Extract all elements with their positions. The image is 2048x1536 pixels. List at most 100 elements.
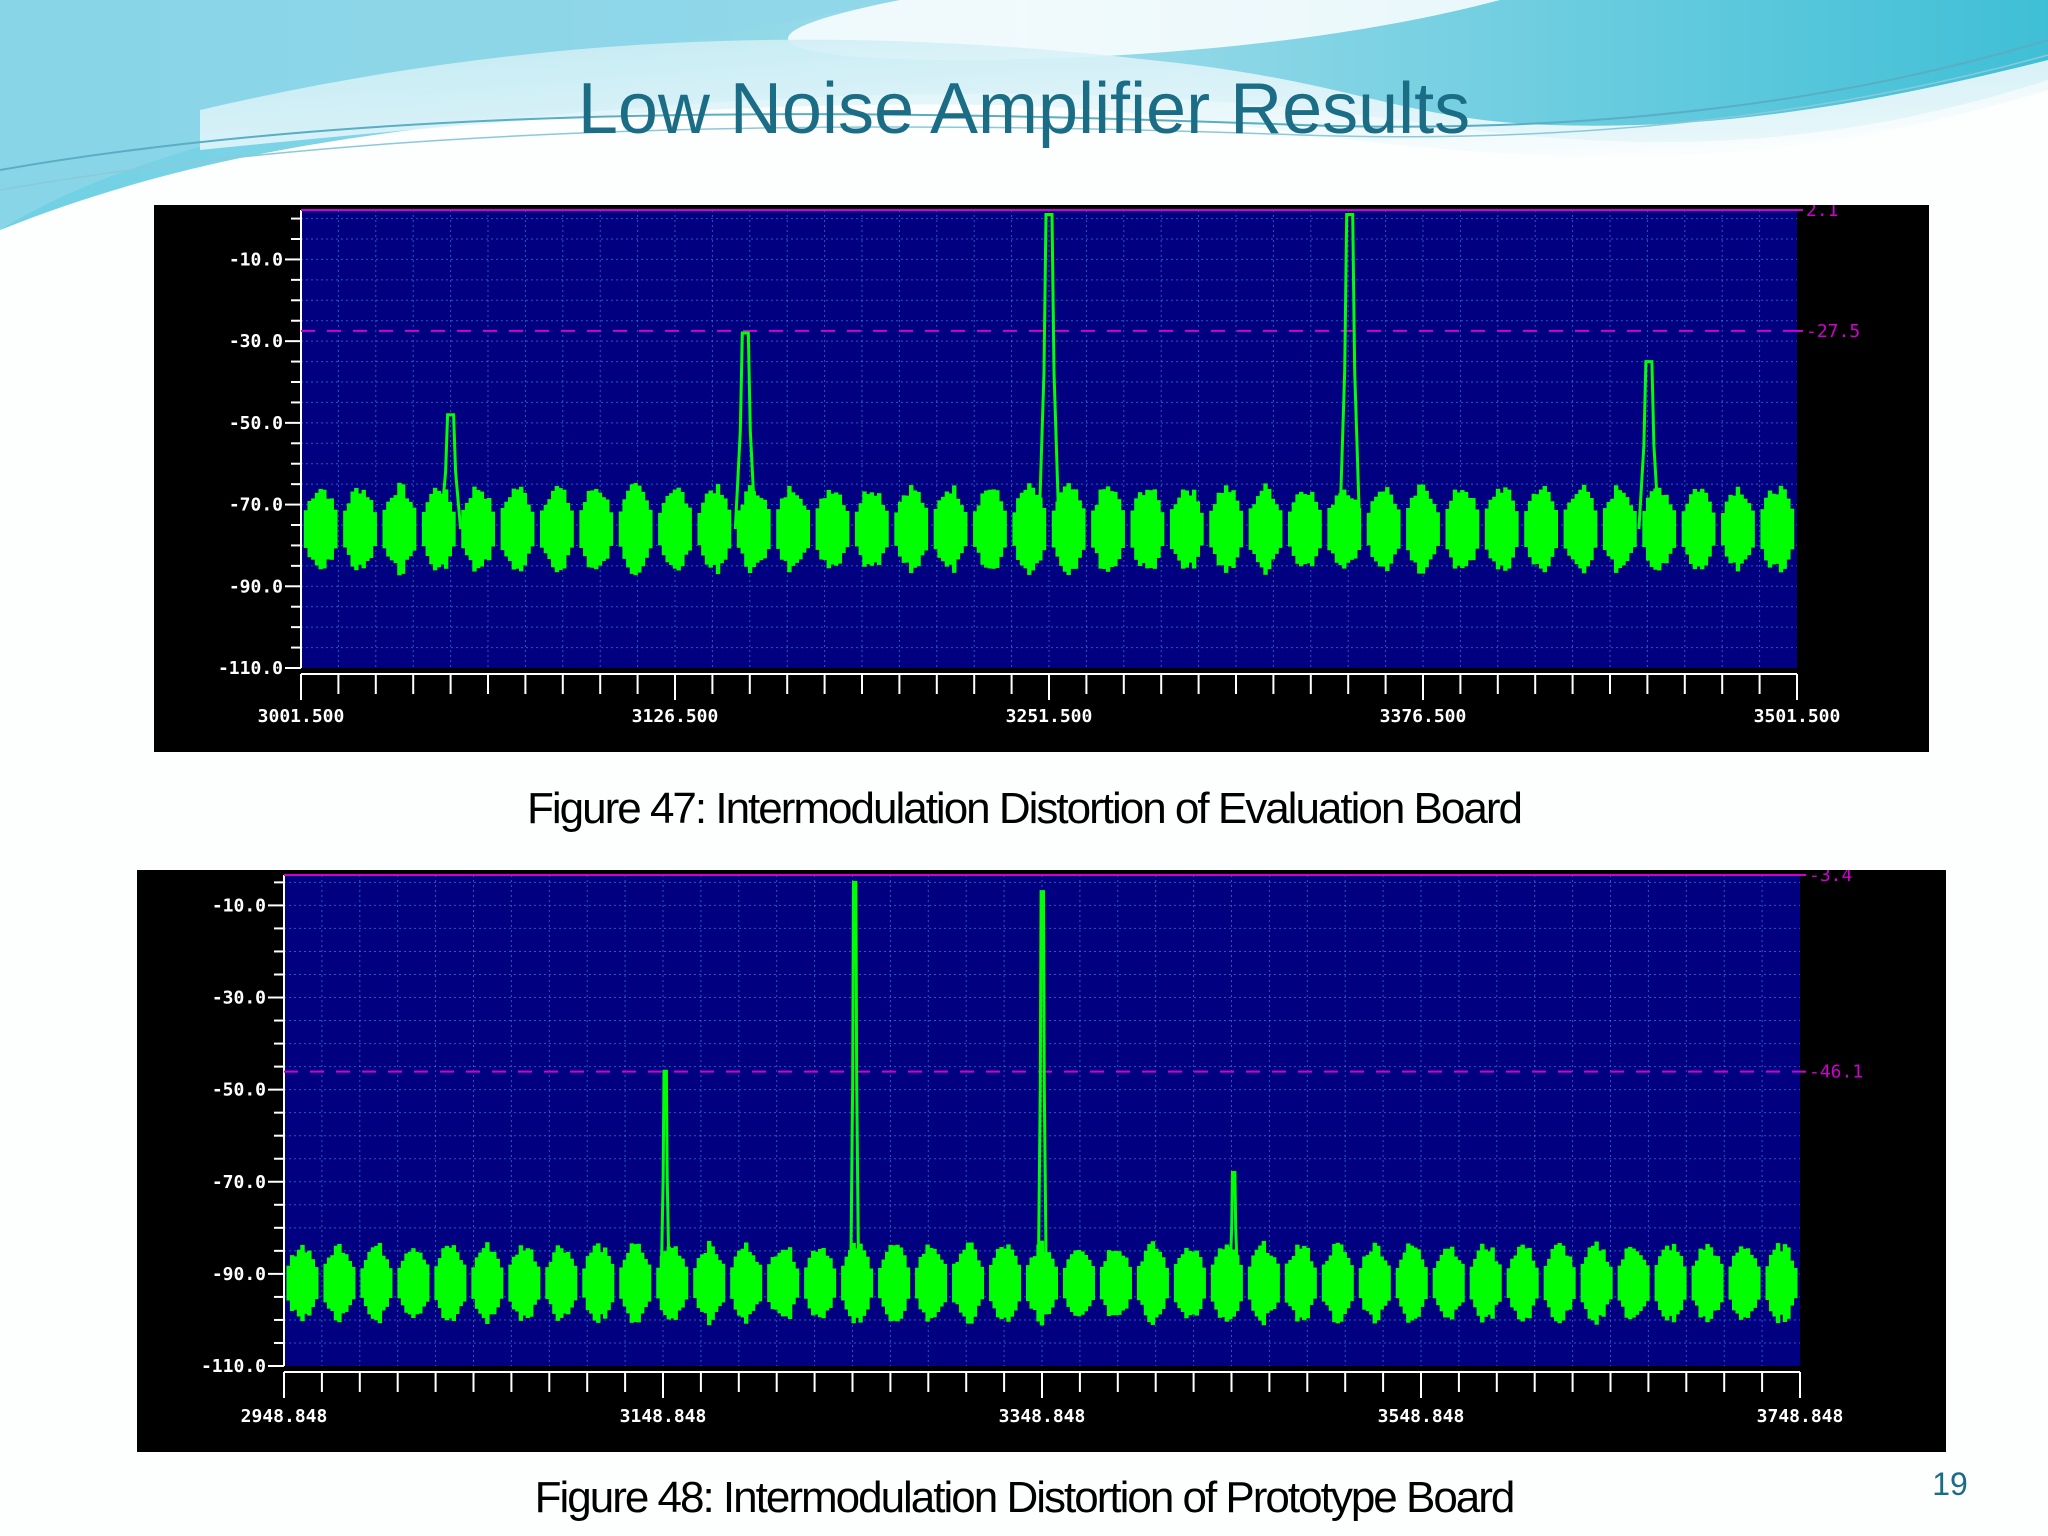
noise-floor-burst	[1524, 485, 1559, 573]
y-tick-label: -70.0	[229, 495, 283, 516]
x-tick-label: 3376.500	[1380, 706, 1467, 727]
noise-floor-burst	[693, 1240, 726, 1326]
noise-floor-burst	[1136, 1241, 1169, 1325]
noise-floor-burst	[854, 491, 889, 567]
noise-floor-burst	[767, 1247, 800, 1320]
noise-floor-burst	[894, 485, 929, 574]
noise-floor-burst	[500, 486, 535, 572]
noise-floor-burst	[1209, 485, 1244, 573]
noise-floor-burst	[1358, 1242, 1391, 1324]
x-tick-label: 3001.500	[258, 706, 345, 727]
noise-floor-burst	[989, 1244, 1022, 1322]
noise-floor-burst	[804, 1247, 837, 1319]
x-tick-label: 2948.848	[241, 1406, 328, 1427]
x-tick-label: 3501.500	[1754, 706, 1841, 727]
noise-floor-burst	[1062, 1249, 1095, 1317]
noise-floor-burst	[619, 1243, 652, 1323]
noise-floor-burst	[841, 1242, 874, 1324]
noise-floor-burst	[539, 486, 574, 573]
signal-peak	[1228, 1171, 1240, 1284]
noise-floor-burst	[1765, 1243, 1798, 1324]
figure-47-caption: Figure 47: Intermodulation Distortion of…	[527, 784, 1523, 833]
y-tick-label: -10.0	[229, 249, 283, 270]
y-tick-label: -30.0	[212, 988, 266, 1009]
noise-floor-burst	[1091, 486, 1125, 572]
noise-floor-burst	[397, 1248, 430, 1319]
noise-floor-burst	[360, 1242, 393, 1324]
slide-title: Low Noise Amplifier Results	[577, 69, 1471, 149]
noise-floor-burst	[1617, 1246, 1650, 1320]
noise-floor-burst	[1543, 1242, 1576, 1324]
page-number: 19	[1932, 1466, 1968, 1502]
noise-floor-burst	[658, 487, 692, 571]
reference-line-label: 2.1	[1806, 205, 1839, 221]
noise-floor-burst	[343, 487, 377, 571]
noise-floor-burst	[323, 1243, 356, 1323]
signal-peak	[733, 331, 757, 530]
x-tick-label: 3251.500	[1006, 706, 1093, 727]
signal-peak	[1036, 890, 1048, 1284]
chart-evaluation-board: -10.0 -30.0 -50.0 -70.0 -90.0 -110.0 3001.500 3…	[154, 205, 1929, 752]
noise-floor-burst	[1654, 1243, 1687, 1323]
chart-prototype-board: -10.0 -30.0 -50.0 -70.0 -90.0 -110.0 2948.848 3…	[137, 870, 1946, 1452]
chart-svg-evaluation: -10.0 -30.0 -50.0 -70.0 -90.0 -110.0 3001.500 3…	[218, 205, 1860, 727]
noise-floor-burst	[1284, 1244, 1317, 1322]
noise-floor-burst	[736, 485, 771, 574]
noise-floor-burst	[1721, 486, 1755, 572]
y-tick-label: -50.0	[229, 413, 283, 434]
noise-floor-burst	[1173, 1247, 1206, 1319]
noise-floor-burst	[421, 487, 456, 571]
y-tick-label: -50.0	[212, 1080, 266, 1101]
signal-peak	[439, 413, 463, 530]
reference-line-label: -3.4	[1809, 870, 1852, 886]
noise-floor-burst	[1642, 487, 1677, 571]
noise-floor-burst	[1691, 1243, 1724, 1323]
reference-line-label: -27.5	[1806, 321, 1860, 342]
noise-floor-burst	[952, 1242, 985, 1324]
x-tick-label: 3748.848	[1757, 1406, 1844, 1427]
noise-floor-burst	[1321, 1242, 1354, 1324]
noise-floor-burst	[382, 482, 417, 576]
noise-floor-burst	[1760, 485, 1795, 573]
noise-floor-burst	[1287, 491, 1322, 567]
noise-floor-burst	[508, 1245, 541, 1321]
signal-peak	[849, 880, 861, 1284]
y-tick-label: -90.0	[229, 576, 283, 597]
noise-floor-burst	[1395, 1243, 1428, 1323]
header-wave-decoration	[0, 0, 2048, 230]
noise-floor-burst	[461, 486, 496, 572]
y-tick-label: -90.0	[212, 1264, 266, 1285]
noise-floor-burst	[1563, 484, 1598, 574]
noise-floor-burst	[1366, 487, 1401, 572]
y-tick-label: -10.0	[212, 895, 266, 916]
noise-floor-burst	[973, 489, 1007, 569]
noise-floor-burst	[878, 1244, 911, 1322]
noise-floor-burst	[776, 485, 811, 573]
reference-line-label: -46.1	[1809, 1062, 1863, 1083]
noise-floor-burst	[1169, 489, 1204, 569]
noise-floor-burst	[434, 1245, 467, 1322]
signal-peak	[1338, 212, 1362, 530]
noise-floor-burst	[579, 488, 614, 570]
noise-floor-burst	[1681, 488, 1716, 570]
y-tick-label: -30.0	[229, 331, 283, 352]
noise-floor-burst	[1580, 1241, 1613, 1325]
noise-floor-burst	[1445, 489, 1480, 569]
noise-floor-burst	[471, 1242, 504, 1324]
noise-floor-burst	[1099, 1250, 1132, 1317]
figure-48-caption: Figure 48: Intermodulation Distortion of…	[534, 1473, 1516, 1522]
noise-floor-burst	[933, 485, 968, 573]
noise-floor-burst	[303, 488, 338, 570]
noise-floor-burst	[1247, 1240, 1280, 1326]
noise-floor-burst	[545, 1245, 578, 1321]
noise-floor-burst	[286, 1244, 319, 1322]
noise-floor-burst	[1602, 485, 1637, 573]
chart-svg-prototype: -10.0 -30.0 -50.0 -70.0 -90.0 -110.0 2948.848 3…	[201, 870, 1863, 1427]
noise-floor-burst	[815, 489, 850, 569]
y-tick-label: -110.0	[218, 658, 283, 679]
noise-floor-burst	[915, 1244, 948, 1322]
noise-floor-burst	[582, 1243, 615, 1323]
noise-floor-burst	[730, 1242, 763, 1324]
noise-floor-burst	[1406, 484, 1440, 574]
